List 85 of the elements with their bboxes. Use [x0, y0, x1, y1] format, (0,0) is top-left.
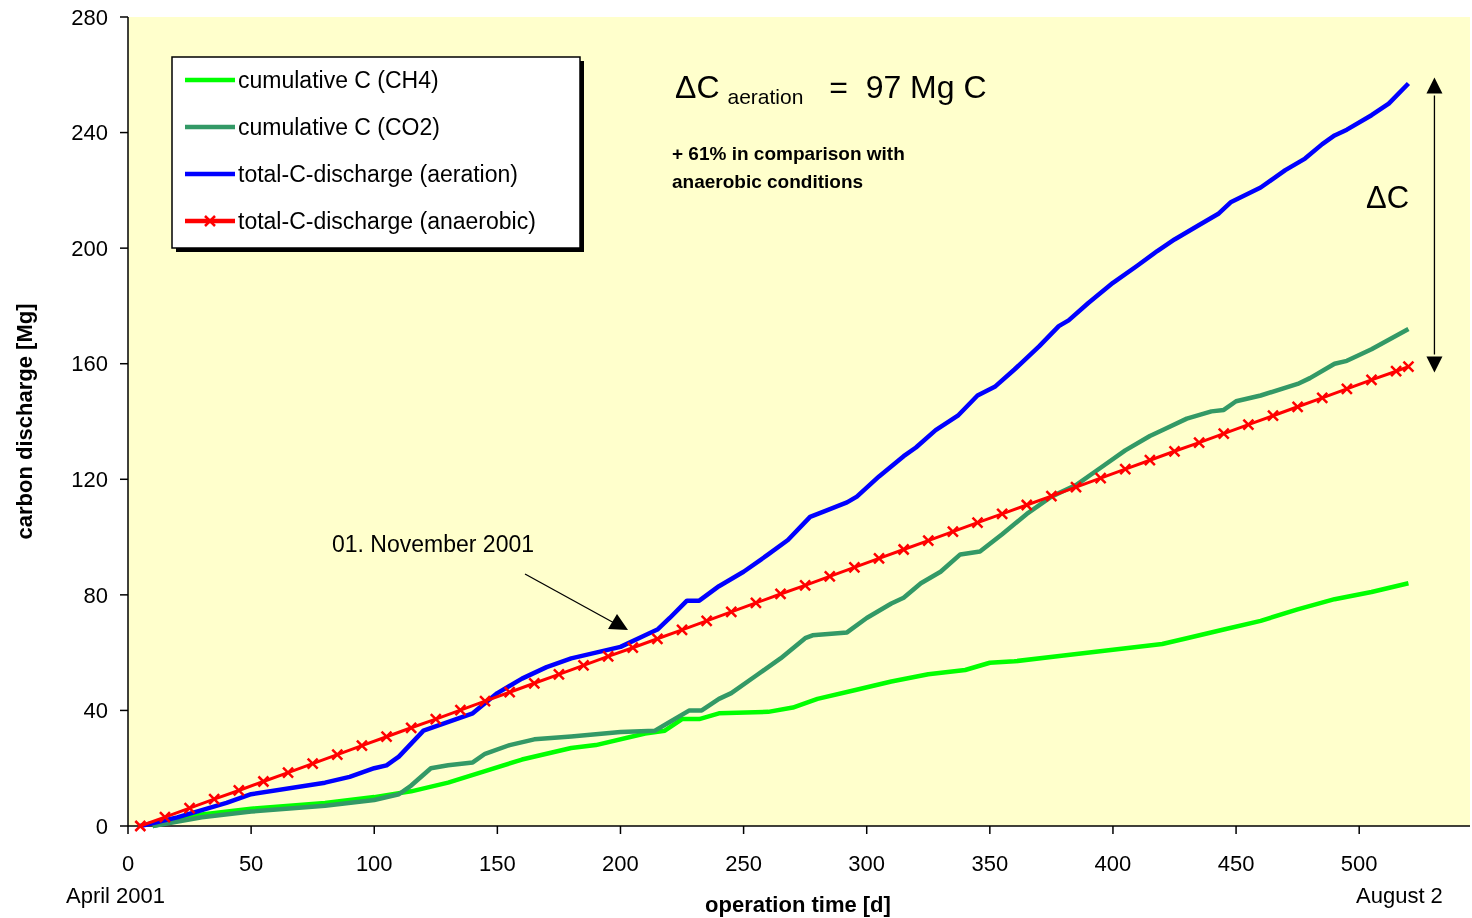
- point: [823, 570, 837, 583]
- point: [1020, 498, 1034, 512]
- point: [725, 605, 738, 619]
- x-axis-title: operation time [d]: [705, 892, 891, 917]
- point: [922, 534, 935, 547]
- line-series: [150, 581, 1411, 829]
- y-tick-label: 200: [71, 235, 108, 261]
- point: [798, 579, 812, 592]
- y-tick-label: 0: [95, 813, 108, 839]
- x-tick-label: 150: [479, 851, 516, 876]
- legend-label: total-C-discharge (anaerobic): [238, 208, 536, 235]
- point: [651, 632, 664, 646]
- legend-label: total-C-discharge (aeration): [238, 161, 518, 188]
- point: [774, 587, 787, 601]
- point: [1094, 471, 1107, 485]
- point: [700, 614, 713, 628]
- point: [404, 721, 418, 735]
- point: [478, 694, 492, 708]
- x-tick-label: 50: [238, 851, 264, 876]
- point: [1365, 373, 1378, 387]
- point: [749, 596, 763, 610]
- point: [1242, 418, 1255, 431]
- x-tick-label: 200: [602, 851, 639, 876]
- point: [257, 775, 270, 788]
- point: [1291, 400, 1304, 414]
- point: [1389, 364, 1403, 378]
- x-tick-label: 500: [1340, 851, 1378, 876]
- point: [1069, 480, 1083, 494]
- point: [971, 516, 984, 529]
- point: [429, 712, 443, 726]
- x-tick-label: 250: [725, 851, 762, 876]
- y-tick-label: 280: [71, 4, 108, 30]
- x-tick-label: 350: [971, 851, 1009, 876]
- point: [454, 703, 467, 717]
- point: [1045, 489, 1058, 503]
- legend-label: cumulative C (CH4): [238, 67, 439, 94]
- point: [355, 739, 369, 752]
- point: [306, 757, 319, 770]
- text: August 2: [1356, 883, 1443, 908]
- x-tick-label: 450: [1217, 851, 1255, 876]
- y-tick-label: 240: [71, 120, 108, 146]
- point: [331, 748, 344, 761]
- annotation: ΔC: [1366, 180, 1410, 215]
- point: [281, 766, 295, 779]
- point: [1316, 391, 1329, 405]
- point: [1192, 436, 1206, 449]
- point: [158, 810, 172, 824]
- point: [946, 525, 960, 538]
- text: April 2001: [66, 883, 166, 908]
- point: [897, 543, 910, 556]
- point: [1217, 427, 1231, 440]
- text: ΔC$_{aeration}$ = 97 Mg C: [675, 69, 987, 109]
- point: [1340, 382, 1354, 396]
- legend-label: cumulative C (CO2): [238, 114, 440, 141]
- point: [1266, 409, 1280, 422]
- point: [552, 668, 566, 681]
- point: [1143, 453, 1157, 467]
- point: [232, 784, 246, 797]
- point: [134, 819, 147, 833]
- point: [577, 659, 590, 672]
- annotation: 01. November 2001: [332, 531, 535, 557]
- point: [1168, 445, 1181, 458]
- point: [503, 685, 516, 699]
- point: [183, 801, 196, 815]
- x-tick-label: 100: [355, 851, 393, 876]
- point: [1119, 462, 1132, 476]
- x-tick-label: 0: [121, 851, 135, 876]
- point: [626, 641, 640, 654]
- point: [601, 650, 615, 663]
- x-tick-label: 400: [1094, 851, 1132, 876]
- y-tick-label: 160: [71, 351, 108, 377]
- x-tick-label: 300: [848, 851, 886, 876]
- point: [380, 730, 393, 743]
- point: [995, 507, 1009, 521]
- point: [207, 792, 221, 806]
- y-tick-label: 120: [71, 466, 108, 492]
- y-tick-label: 80: [83, 582, 108, 608]
- point: [1402, 360, 1415, 373]
- y-axis-title: carbon discharge [Mg]: [12, 303, 37, 540]
- point: [675, 623, 689, 637]
- point: [848, 561, 861, 574]
- y-tick-label: 40: [83, 698, 108, 724]
- annotation: + 61% in comparison with anaerobic conditions: [672, 143, 905, 192]
- point: [872, 552, 886, 565]
- point: [528, 677, 541, 690]
